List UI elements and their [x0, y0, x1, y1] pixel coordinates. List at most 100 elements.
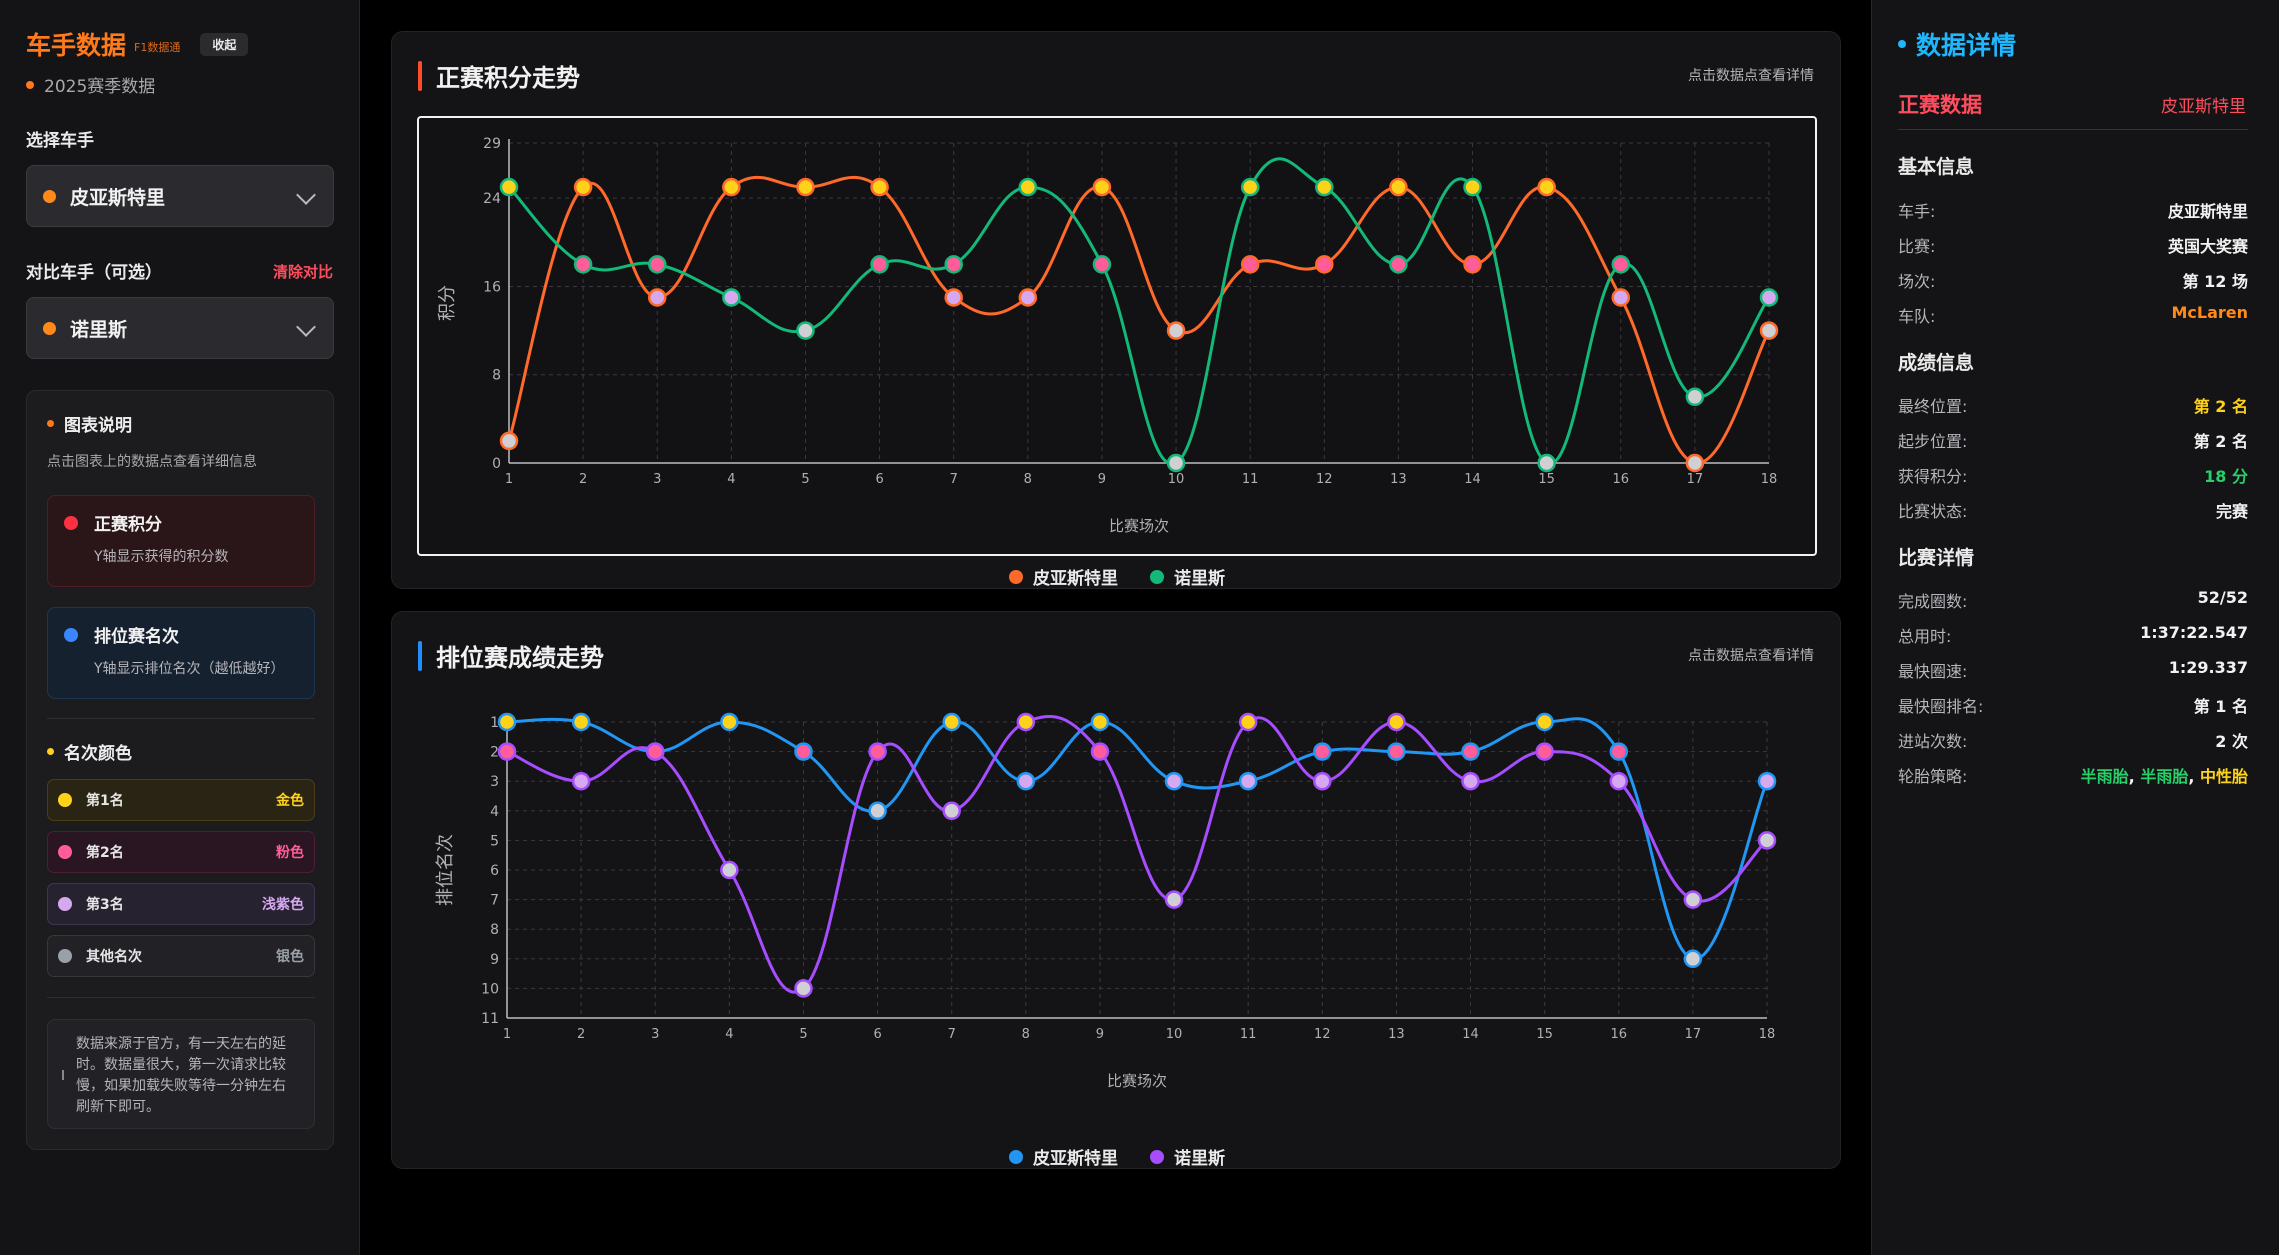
data-point-series-2[interactable] — [722, 288, 741, 307]
data-point-series-2[interactable] — [942, 801, 961, 821]
data-point-series-2[interactable] — [1537, 453, 1556, 473]
data-point-series-1[interactable] — [1315, 255, 1334, 274]
clear-compare-button[interactable]: 清除对比 — [272, 263, 333, 281]
data-point-series-2[interactable] — [1683, 890, 1703, 909]
data-point-series-1[interactable] — [1092, 177, 1112, 197]
data-point-series-1[interactable] — [1537, 177, 1556, 197]
legend-item-driver1[interactable]: 皮亚斯特里 — [1009, 1144, 1118, 1169]
data-point-series-1[interactable] — [942, 712, 961, 732]
data-point-series-1[interactable] — [1535, 712, 1554, 732]
data-point-series-2[interactable] — [647, 255, 667, 274]
data-point-series-2[interactable] — [794, 979, 813, 998]
x-tick-label: 1 — [505, 472, 513, 487]
accent-bar — [418, 60, 422, 91]
driver-select[interactable]: 皮亚斯特里 — [26, 165, 334, 227]
data-point-series-1[interactable] — [1313, 742, 1332, 761]
data-point-series-2[interactable] — [499, 177, 519, 197]
data-point-series-1[interactable] — [1609, 742, 1629, 761]
data-point-series-2[interactable] — [497, 742, 517, 761]
data-point-series-2[interactable] — [1090, 742, 1110, 761]
data-point-series-1[interactable] — [1238, 771, 1258, 791]
data-point-series-2[interactable] — [1092, 255, 1112, 274]
data-point-series-1[interactable] — [499, 431, 519, 451]
data-point-series-1[interactable] — [722, 177, 741, 197]
data-point-series-1[interactable] — [720, 712, 739, 732]
x-tick-label: 10 — [1168, 472, 1185, 487]
detail-sidebar: 数据详情 正赛数据 皮亚斯特里 基本信息 车手: 皮亚斯特里 比赛: 英国大奖赛 场次:… — [1871, 0, 2279, 1255]
legend-item-driver2[interactable]: 诺里斯 — [1150, 564, 1225, 589]
data-point-series-2[interactable] — [1018, 177, 1038, 197]
data-point-series-2[interactable] — [1757, 831, 1777, 850]
data-point-series-1[interactable] — [796, 177, 815, 197]
data-point-series-1[interactable] — [794, 742, 813, 761]
data-point-series-2[interactable] — [1463, 177, 1482, 197]
data-point-series-2[interactable] — [1238, 712, 1258, 732]
data-point-series-2[interactable] — [645, 742, 665, 761]
x-tick-label: 18 — [1761, 472, 1778, 487]
data-point-series-1[interactable] — [1389, 177, 1408, 197]
data-point-series-1[interactable] — [944, 288, 963, 307]
data-point-series-1[interactable] — [1164, 771, 1184, 791]
data-point-series-2[interactable] — [1461, 771, 1480, 791]
data-point-series-1[interactable] — [1240, 255, 1260, 274]
data-point-series-2[interactable] — [1164, 890, 1184, 909]
data-point-series-1[interactable] — [1759, 321, 1779, 340]
season-label: 2025赛季数据 — [26, 72, 155, 97]
data-point-series-2[interactable] — [1240, 177, 1260, 197]
data-point-series-1[interactable] — [1387, 742, 1406, 761]
data-point-series-1[interactable] — [870, 177, 889, 197]
rank-row-second: 第2名 粉色 — [47, 831, 315, 873]
data-point-series-1[interactable] — [1166, 321, 1186, 340]
rank-name: 第1名 — [86, 793, 124, 809]
data-point-series-1[interactable] — [1090, 712, 1110, 732]
legend-item-driver1[interactable]: 皮亚斯特里 — [1009, 564, 1118, 589]
detail-value: 1:29.337 — [2168, 658, 2248, 677]
data-point-series-2[interactable] — [571, 771, 591, 791]
data-point-series-2[interactable] — [1685, 387, 1705, 407]
data-point-series-2[interactable] — [1016, 712, 1036, 732]
legend-dot-icon — [1150, 569, 1164, 584]
data-point-series-1[interactable] — [1685, 453, 1705, 473]
data-point-series-1[interactable] — [1461, 742, 1480, 761]
data-point-series-1[interactable] — [1016, 771, 1036, 791]
data-point-series-2[interactable] — [868, 742, 887, 761]
compare-driver-select[interactable]: 诺里斯 — [26, 297, 334, 359]
detail-value: McLaren — [2171, 303, 2248, 322]
data-point-series-1[interactable] — [647, 288, 667, 307]
legend-item-driver2[interactable]: 诺里斯 — [1150, 1144, 1225, 1169]
x-tick-label: 12 — [1316, 472, 1333, 487]
data-point-series-2[interactable] — [796, 321, 815, 340]
data-point-series-1[interactable] — [573, 177, 593, 197]
data-point-series-1[interactable] — [868, 801, 887, 821]
data-point-series-2[interactable] — [1609, 771, 1629, 791]
data-point-series-2[interactable] — [1166, 453, 1186, 473]
data-point-series-1[interactable] — [571, 712, 591, 732]
data-point-series-1[interactable] — [1611, 288, 1631, 307]
data-point-series-2[interactable] — [1611, 255, 1631, 274]
data-point-series-1[interactable] — [1018, 288, 1038, 307]
detail-value: 皮亚斯特里 — [2167, 202, 2248, 221]
data-point-series-2[interactable] — [1315, 177, 1334, 197]
data-point-series-2[interactable] — [1759, 288, 1779, 307]
data-point-series-2[interactable] — [1387, 712, 1406, 732]
data-point-series-2[interactable] — [944, 255, 963, 274]
panel-title-text: 正赛积分走势 — [436, 64, 580, 92]
data-point-series-1[interactable] — [497, 712, 517, 732]
data-point-series-2[interactable] — [1313, 771, 1332, 791]
collapse-button[interactable]: 收起 — [200, 32, 249, 56]
detail-subtitle-driver: 皮亚斯特里 — [2161, 97, 2246, 117]
data-point-series-1[interactable] — [1757, 771, 1777, 791]
data-point-series-2[interactable] — [573, 255, 593, 274]
data-point-series-2[interactable] — [1535, 742, 1554, 761]
x-tick-label: 17 — [1687, 472, 1704, 487]
x-tick-label: 15 — [1536, 1027, 1553, 1042]
data-point-series-1[interactable] — [1463, 255, 1482, 274]
legend-label: 皮亚斯特里 — [1033, 569, 1118, 589]
detail-key: 场次: — [1898, 272, 1936, 291]
data-point-series-2[interactable] — [1389, 255, 1408, 274]
data-point-series-2[interactable] — [870, 255, 889, 274]
data-point-series-1[interactable] — [1683, 949, 1703, 969]
data-point-series-2[interactable] — [720, 860, 739, 880]
